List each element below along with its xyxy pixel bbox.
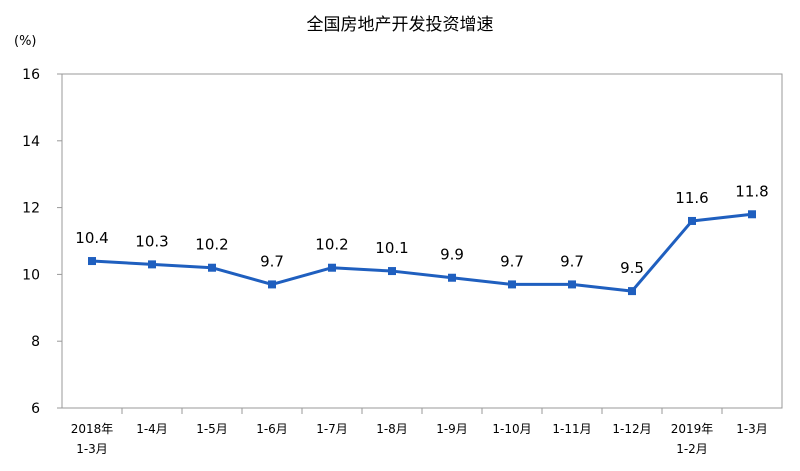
data-point-marker — [388, 267, 396, 276]
x-tick-label: 1-4月 — [136, 422, 168, 436]
y-axis-unit: (%) — [14, 34, 37, 49]
x-tick-label: 1-2月 — [676, 442, 708, 456]
series-line — [91, 212, 753, 293]
data-point-marker — [268, 280, 276, 289]
x-tick-label: 1-3月 — [76, 442, 108, 456]
data-point-marker — [208, 263, 216, 272]
data-label: 11.6 — [675, 189, 708, 207]
x-tick-label: 2019年 — [671, 422, 714, 436]
data-point-marker — [748, 210, 756, 219]
data-label: 9.7 — [500, 252, 524, 270]
x-tick-label: 1-8月 — [376, 422, 408, 436]
data-label: 10.4 — [75, 229, 108, 247]
x-tick-label: 1-10月 — [492, 422, 531, 436]
data-label: 9.7 — [260, 252, 284, 270]
y-tick-label: 8 — [31, 334, 40, 350]
data-point-marker — [448, 273, 456, 282]
data-label: 10.3 — [135, 232, 168, 250]
data-point-marker — [628, 287, 636, 296]
y-tick-label: 10 — [22, 267, 40, 283]
data-label: 9.7 — [560, 252, 584, 270]
data-label: 11.8 — [735, 182, 768, 200]
x-tick-label: 1-12月 — [612, 422, 651, 436]
x-tick-label: 1-3月 — [736, 422, 768, 436]
x-tick-label: 1-6月 — [256, 422, 288, 436]
x-tick-label: 1-11月 — [552, 422, 591, 436]
data-point-marker — [568, 280, 576, 289]
x-tick-label: 1-9月 — [436, 422, 468, 436]
x-tick-label: 1-5月 — [196, 422, 228, 436]
x-tick-label: 1-7月 — [316, 422, 348, 436]
y-axis-ticks: 6 8 10 12 14 16 — [22, 67, 62, 417]
data-point-marker — [88, 257, 96, 266]
data-label: 10.1 — [375, 239, 408, 257]
data-label: 10.2 — [195, 236, 228, 254]
series-layer: 10.4 10.3 10.2 9.7 10.2 10.1 9.9 9.7 9.7 9.5 11.6 1… — [75, 182, 769, 296]
data-point-marker — [328, 263, 336, 272]
data-point-marker — [148, 260, 156, 269]
x-axis-ticks: 2018年 1-3月 1-4月 1-5月 1-6月 1-7月 1-8月 1-9月 1-10月 1-… — [71, 408, 768, 456]
data-point-marker — [688, 216, 696, 225]
data-label: 9.9 — [440, 246, 464, 264]
data-point-marker — [508, 280, 516, 289]
x-tick-label: 2018年 — [71, 422, 114, 436]
chart-title: 全国房地产开发投资增速 — [306, 15, 494, 35]
y-tick-label: 6 — [31, 401, 40, 417]
y-tick-label: 12 — [22, 201, 40, 217]
data-label: 10.2 — [315, 236, 348, 254]
data-label: 9.5 — [620, 259, 644, 277]
y-tick-label: 16 — [22, 67, 40, 83]
y-tick-label: 14 — [22, 134, 40, 150]
